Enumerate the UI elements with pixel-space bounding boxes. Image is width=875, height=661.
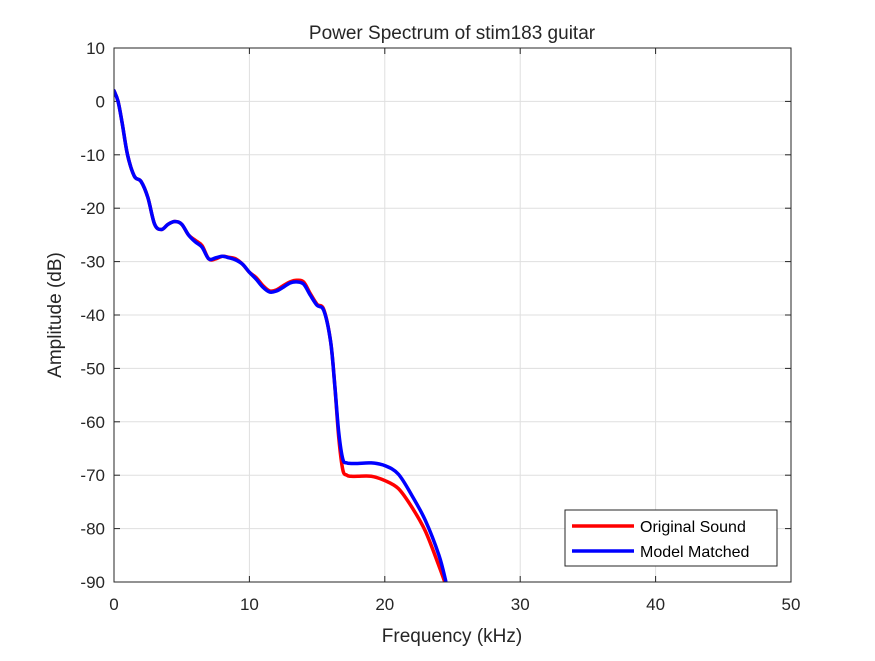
legend-label-original-sound: Original Sound bbox=[640, 519, 746, 536]
y-tick-label: -20 bbox=[80, 199, 105, 218]
y-tick-label: -40 bbox=[80, 306, 105, 325]
chart-title: Power Spectrum of stim183 guitar bbox=[309, 23, 596, 44]
legend-box bbox=[564, 509, 778, 567]
x-tick-label: 20 bbox=[375, 595, 394, 614]
y-tick-label: -30 bbox=[80, 253, 105, 272]
y-tick-label: 10 bbox=[86, 39, 105, 58]
axes-box bbox=[113, 47, 792, 583]
y-tick-label: -70 bbox=[80, 466, 105, 485]
y-tick-label: 0 bbox=[96, 92, 105, 111]
y-tick-label: -80 bbox=[80, 520, 105, 539]
x-tick-label: 10 bbox=[240, 595, 259, 614]
y-tick-label: -10 bbox=[80, 146, 105, 165]
y-tick-label: -50 bbox=[80, 359, 105, 378]
y-axis-label: Amplitude (dB) bbox=[45, 252, 66, 378]
series-layer bbox=[114, 88, 448, 582]
x-tick-label: 0 bbox=[109, 595, 118, 614]
x-tick-label: 50 bbox=[782, 595, 801, 614]
series-line-model-matched bbox=[114, 88, 448, 582]
y-tick-label: -90 bbox=[80, 573, 105, 592]
tick-labels: 0 10 20 30 40 50 10 0 -10 -20 -30 -40 -50 -60 -70 -80 -9… bbox=[80, 39, 800, 614]
y-tick-label: -60 bbox=[80, 413, 105, 432]
x-axis-label: Frequency (kHz) bbox=[382, 626, 522, 647]
x-tick-label: 30 bbox=[511, 595, 530, 614]
grid bbox=[114, 48, 791, 582]
x-tick-label: 40 bbox=[646, 595, 665, 614]
legend: Original Sound Model Matched bbox=[564, 509, 778, 567]
legend-label-model-matched: Model Matched bbox=[640, 544, 749, 561]
